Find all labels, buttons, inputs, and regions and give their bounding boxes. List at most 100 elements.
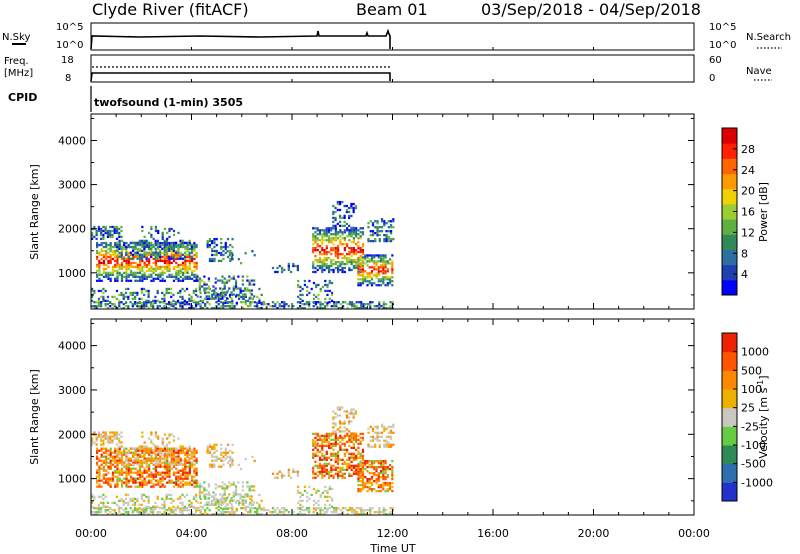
power-cell: [192, 301, 195, 304]
velocity-cell: [235, 507, 238, 510]
velocity-cell: [357, 450, 360, 453]
power-cell: [159, 245, 162, 248]
power-cell: [352, 237, 356, 240]
velocity-cell: [355, 448, 358, 452]
power-cell: [355, 249, 358, 252]
power-cell: [321, 239, 324, 242]
velocity-cell: [382, 507, 385, 510]
velocity-cell: [366, 469, 369, 473]
power-cell: [154, 249, 158, 253]
velocity-cell: [384, 513, 388, 516]
velocity-cell: [138, 507, 141, 510]
power-cell: [249, 301, 252, 304]
power-cell: [370, 270, 374, 273]
power-cell: [234, 279, 238, 282]
power-cell: [353, 307, 356, 310]
power-cell: [377, 280, 380, 283]
power-cell: [118, 243, 121, 247]
power-cell: [168, 259, 171, 263]
velocity-cell: [385, 445, 388, 448]
power-cell: [133, 295, 137, 299]
velocity-cell: [168, 479, 171, 482]
power-cell: [170, 247, 173, 250]
velocity-cell: [208, 449, 212, 452]
power-cell: [303, 303, 306, 306]
velocity-cell: [147, 505, 150, 508]
velocity-cell: [341, 436, 344, 440]
velocity-cell: [106, 513, 110, 516]
velocity-cell: [220, 443, 223, 446]
power-cell: [168, 267, 171, 271]
power-cell: [352, 241, 356, 244]
power-cell: [352, 210, 355, 214]
velocity-cell: [361, 477, 365, 481]
power-cell: [134, 241, 137, 245]
velocity-cell: [109, 453, 112, 456]
power-cell: [118, 253, 121, 257]
power-cell: [359, 250, 362, 254]
velocity-cell: [109, 463, 112, 466]
power-cell: [292, 262, 295, 266]
power-cell: [359, 227, 362, 230]
velocity-cell: [114, 475, 117, 478]
velocity-cell: [161, 479, 164, 482]
velocity-cell: [129, 507, 132, 510]
velocity-cell: [220, 457, 223, 460]
velocity-cell: [219, 493, 222, 496]
velocity-cell: [350, 446, 353, 450]
power-cell: [177, 243, 180, 247]
velocity-cell: [232, 483, 235, 486]
power-cell: [107, 243, 110, 247]
velocity-cell: [116, 477, 119, 480]
velocity-cell: [346, 513, 349, 516]
velocity-cell: [338, 430, 342, 433]
power-cell: [141, 275, 144, 278]
velocity-cell: [166, 471, 169, 474]
power-cell: [181, 277, 185, 280]
velocity-cell: [129, 463, 132, 466]
power-cell: [193, 273, 196, 276]
velocity-cell: [249, 507, 252, 510]
power-cell: [361, 233, 365, 236]
velocity-cell: [134, 457, 137, 460]
power-cell: [229, 251, 232, 255]
power-cell: [181, 243, 184, 246]
velocity-cell: [348, 462, 351, 465]
power-cell: [170, 295, 173, 299]
velocity-cell: [195, 457, 198, 460]
velocity-cell: [154, 435, 158, 438]
power-cell: [109, 231, 112, 235]
power-cell: [96, 249, 99, 253]
velocity-cell: [161, 471, 164, 474]
velocity-cell: [211, 455, 214, 458]
power-cell: [120, 235, 123, 239]
velocity-cell: [332, 476, 335, 479]
velocity-cell: [179, 509, 182, 512]
colorbar-swatch: [722, 482, 737, 502]
power-cell: [366, 284, 369, 287]
power-cell: [107, 261, 110, 265]
velocity-cell: [213, 445, 216, 448]
velocity-cell: [321, 470, 324, 473]
power-cell: [172, 243, 176, 247]
velocity-cell: [336, 456, 340, 459]
velocity-cell: [336, 474, 340, 477]
velocity-cell: [168, 451, 171, 454]
power-cell: [237, 275, 240, 278]
velocity-cell: [111, 479, 115, 482]
velocity-cell: [150, 451, 153, 454]
velocity-cell: [143, 449, 146, 452]
power-cell: [141, 265, 144, 269]
power-cell: [222, 301, 225, 305]
power-cell: [327, 237, 331, 240]
velocity-cell: [161, 441, 164, 444]
power-cell: [134, 265, 137, 269]
velocity-cell: [177, 479, 180, 482]
power-cell: [384, 254, 387, 257]
velocity-cell: [147, 451, 150, 454]
velocity-cell: [377, 489, 380, 493]
velocity-cell: [213, 451, 216, 454]
power-cell: [241, 293, 244, 296]
power-heatmap: [91, 200, 395, 310]
power-cell: [118, 233, 121, 237]
